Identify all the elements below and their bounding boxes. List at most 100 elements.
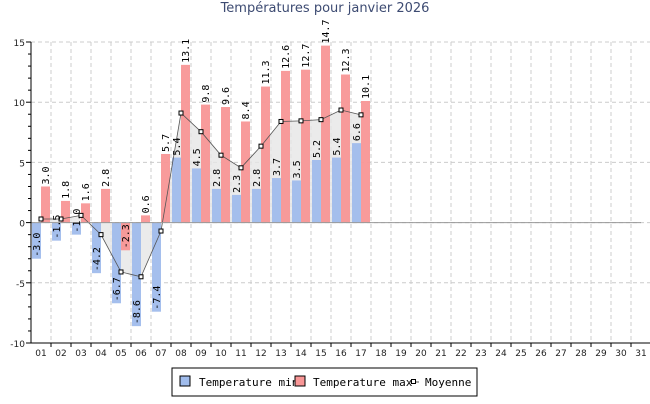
average-point bbox=[58, 216, 64, 222]
bar-min bbox=[212, 188, 221, 223]
x-tick-label: 18 bbox=[375, 349, 387, 359]
average-line bbox=[38, 107, 364, 280]
x-tick-label: 12 bbox=[255, 349, 266, 359]
y-tick-label: 15 bbox=[14, 39, 25, 49]
x-tick-label: 08 bbox=[175, 349, 187, 359]
y-tick-label: 0 bbox=[19, 220, 25, 230]
legend-label-min: Temperature min bbox=[199, 376, 298, 389]
x-tick-label: 07 bbox=[155, 349, 166, 359]
bar-min-label: 5.4 bbox=[332, 138, 343, 156]
average-point bbox=[38, 216, 44, 222]
x-tick-label: 13 bbox=[275, 349, 286, 359]
legend-label-avg: Moyenne bbox=[425, 376, 471, 389]
bar-max bbox=[161, 153, 170, 223]
bar-min bbox=[352, 143, 361, 223]
average-point bbox=[158, 228, 164, 234]
average-point bbox=[78, 212, 84, 218]
x-tick-label: 24 bbox=[495, 349, 507, 359]
bar-min-label: 2.8 bbox=[212, 169, 223, 187]
bar-max-label: 0.6 bbox=[141, 195, 152, 213]
chart-title: Températures pour janvier 2026 bbox=[220, 1, 430, 16]
bar-max bbox=[241, 121, 250, 223]
average-point bbox=[278, 118, 284, 124]
bar-min bbox=[192, 168, 201, 223]
bar-max bbox=[361, 100, 370, 223]
x-tick-label: 01 bbox=[35, 349, 46, 359]
bar-min bbox=[232, 194, 241, 223]
average-point bbox=[198, 129, 204, 135]
bar-min-label: 3.5 bbox=[292, 160, 303, 178]
bar-min bbox=[292, 180, 301, 223]
bar-max bbox=[141, 215, 150, 223]
x-tick-label: 10 bbox=[215, 349, 227, 359]
bar-min-label: -1.5 bbox=[52, 215, 63, 239]
x-tick-label: 19 bbox=[395, 349, 407, 359]
x-tick-label: 25 bbox=[515, 349, 526, 359]
bar-max bbox=[321, 45, 330, 223]
bar-max bbox=[61, 200, 70, 223]
x-tick-label: 21 bbox=[435, 349, 446, 359]
legend-label-max: Temperature max bbox=[313, 376, 413, 389]
bar-max-label: 1.8 bbox=[61, 181, 72, 199]
data-labels: -3.0 -1.5 -1.0 -4.2 -6.7 -8.6 -7.4 5.4 4.5 2.8 2.3… bbox=[32, 20, 372, 325]
y-tick-label: -5 bbox=[16, 280, 25, 290]
bar-max-label: 13.1 bbox=[181, 39, 192, 63]
bar-min-label: -3.0 bbox=[32, 233, 43, 257]
x-tick-label: 28 bbox=[575, 349, 587, 359]
legend-swatch-min bbox=[179, 375, 191, 387]
bar-max bbox=[101, 188, 110, 223]
bar-min bbox=[332, 157, 341, 223]
x-tick-label: 11 bbox=[235, 349, 246, 359]
bar-min-label: -4.2 bbox=[92, 247, 103, 271]
average-point bbox=[358, 112, 364, 118]
x-tick-label: 05 bbox=[115, 349, 126, 359]
average-point bbox=[318, 117, 324, 123]
bar-max bbox=[201, 104, 210, 223]
x-tick-label: 22 bbox=[455, 349, 466, 359]
average-point bbox=[138, 274, 144, 280]
bar-min bbox=[92, 222, 101, 274]
x-tick-label: 20 bbox=[415, 349, 427, 359]
x-tick-label: 26 bbox=[535, 349, 547, 359]
x-tick-label: 15 bbox=[315, 349, 326, 359]
y-tick-label: -10 bbox=[10, 340, 25, 350]
x-tick-label: 09 bbox=[195, 349, 207, 359]
bar-max-label: -2.3 bbox=[121, 224, 132, 248]
bar-min-label: -1.0 bbox=[72, 209, 83, 233]
bar-min-label: 4.5 bbox=[192, 148, 203, 166]
x-tick-label: 29 bbox=[595, 349, 607, 359]
bar-max bbox=[41, 186, 50, 223]
bar-min-label: -6.7 bbox=[112, 277, 123, 301]
bar-max bbox=[81, 203, 90, 223]
x-tick-label: 03 bbox=[75, 349, 86, 359]
x-tick-label: 04 bbox=[95, 349, 107, 359]
average-point bbox=[98, 232, 104, 238]
bar-max-label: 8.4 bbox=[241, 101, 252, 119]
average-point bbox=[298, 118, 304, 124]
bar-min-label: 5.2 bbox=[312, 140, 323, 158]
bar-max-label: 12.6 bbox=[281, 45, 292, 69]
bar-max bbox=[121, 222, 130, 251]
x-tick-label: 17 bbox=[355, 349, 366, 359]
x-tick-label: 16 bbox=[335, 349, 347, 359]
y-tick-label: 10 bbox=[14, 99, 26, 109]
x-tick-label: 31 bbox=[635, 349, 646, 359]
bar-min bbox=[72, 222, 81, 235]
bar-min bbox=[172, 157, 181, 223]
bar-max-label: 5.7 bbox=[161, 134, 172, 152]
bar-min-label: 2.3 bbox=[232, 175, 243, 193]
bar-min-label: -7.4 bbox=[152, 286, 163, 310]
average-point bbox=[118, 269, 124, 275]
bar-max-label: 9.8 bbox=[201, 85, 212, 103]
bar-min bbox=[32, 222, 41, 259]
bar-min-label: -8.6 bbox=[132, 300, 143, 324]
bar-max-label: 14.7 bbox=[321, 20, 332, 44]
bar-max-label: 3.0 bbox=[41, 166, 52, 184]
x-tick-label: 14 bbox=[295, 349, 307, 359]
y-tick-label: 5 bbox=[19, 159, 25, 169]
bar-min-label: 2.8 bbox=[252, 169, 263, 187]
bar-max-label: 1.6 bbox=[81, 183, 92, 201]
x-tick-label: 02 bbox=[55, 349, 66, 359]
